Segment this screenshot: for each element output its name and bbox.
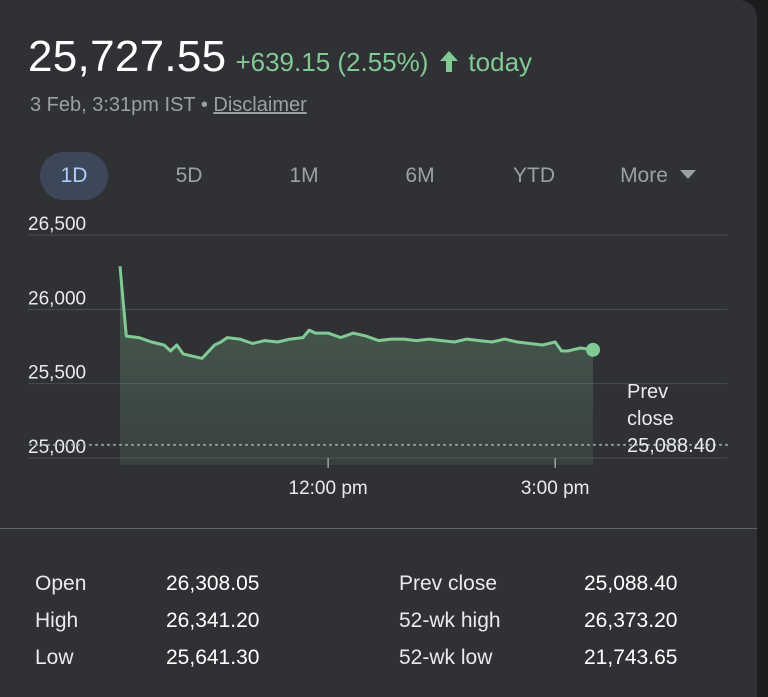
y-tick-label: 25,000 bbox=[28, 437, 86, 458]
tab-ytd[interactable]: YTD bbox=[500, 152, 568, 200]
tab-1d[interactable]: 1D bbox=[40, 152, 108, 200]
tab-label: YTD bbox=[513, 164, 555, 187]
tab-label: 1D bbox=[60, 164, 88, 187]
stat-label-high: High bbox=[35, 609, 79, 632]
price-change: +639.15 (2.55%) bbox=[235, 47, 429, 77]
tab-label: More bbox=[620, 164, 668, 187]
stat-label-52wk-low: 52-wk low bbox=[399, 646, 493, 669]
range-tabs: 1D 5D 1M 6M YTD More bbox=[40, 152, 720, 200]
price-chart: 26,500 26,000 25,500 25,000 12:00 pm 3:00 pm… bbox=[28, 215, 728, 499]
tab-6m[interactable]: 6M bbox=[386, 152, 454, 200]
quote-timestamp-line: 3 Feb, 3:31pm IST • Disclaimer bbox=[30, 94, 307, 117]
separator-dot: • bbox=[200, 94, 208, 116]
tab-5d[interactable]: 5D bbox=[155, 152, 223, 200]
stat-value-open: 26,308.05 bbox=[166, 572, 260, 595]
price-area bbox=[120, 266, 593, 465]
tab-1m[interactable]: 1M bbox=[270, 152, 338, 200]
stats-labels-left: Open High Low bbox=[35, 565, 86, 676]
price-line bbox=[118, 266, 594, 360]
stat-value-52wk-low: 21,743.65 bbox=[584, 646, 678, 669]
caret-down-icon bbox=[679, 170, 696, 179]
x-tick-label: 12:00 pm bbox=[289, 478, 368, 499]
divider bbox=[0, 528, 757, 529]
stat-value-low: 25,641.30 bbox=[166, 646, 260, 669]
prev-close-label-2: close bbox=[627, 408, 674, 430]
disclaimer-link[interactable]: Disclaimer bbox=[213, 94, 307, 116]
prev-close-value: 25,088.40 bbox=[627, 435, 716, 457]
stat-label-low: Low bbox=[35, 646, 74, 669]
stat-label-open: Open bbox=[35, 572, 87, 595]
timestamp: 3 Feb, 3:31pm IST bbox=[30, 94, 196, 116]
stats-labels-right: Prev close 52-wk high 52-wk low bbox=[399, 565, 501, 676]
change-period: today bbox=[468, 47, 533, 77]
y-tick-label: 26,000 bbox=[28, 288, 86, 309]
stat-value-high: 26,341.20 bbox=[166, 609, 260, 632]
stat-value-prev-close: 25,088.40 bbox=[584, 572, 678, 595]
stat-value-52wk-high: 26,373.20 bbox=[584, 609, 678, 632]
price-row: 25,727.55 +639.15 (2.55%) today bbox=[28, 32, 532, 82]
prev-close-label-1: Prev bbox=[627, 381, 668, 403]
latest-price-dot bbox=[586, 342, 600, 357]
y-tick-label: 26,500 bbox=[28, 215, 86, 235]
tab-more[interactable]: More bbox=[608, 152, 708, 200]
stats-values-right: 25,088.40 26,373.20 21,743.65 bbox=[584, 565, 677, 676]
current-price: 25,727.55 bbox=[28, 32, 227, 81]
stat-label-52wk-high: 52-wk high bbox=[399, 609, 501, 632]
tab-label: 5D bbox=[175, 164, 203, 187]
stat-label-prev-close: Prev close bbox=[399, 572, 498, 595]
arrow-up-icon bbox=[438, 49, 460, 73]
x-tick-label: 3:00 pm bbox=[521, 478, 590, 499]
stats-values-left: 26,308.05 26,341.20 25,641.30 bbox=[166, 565, 259, 676]
y-tick-label: 25,500 bbox=[28, 363, 86, 384]
tab-label: 6M bbox=[405, 164, 435, 187]
tab-label: 1M bbox=[289, 164, 319, 187]
